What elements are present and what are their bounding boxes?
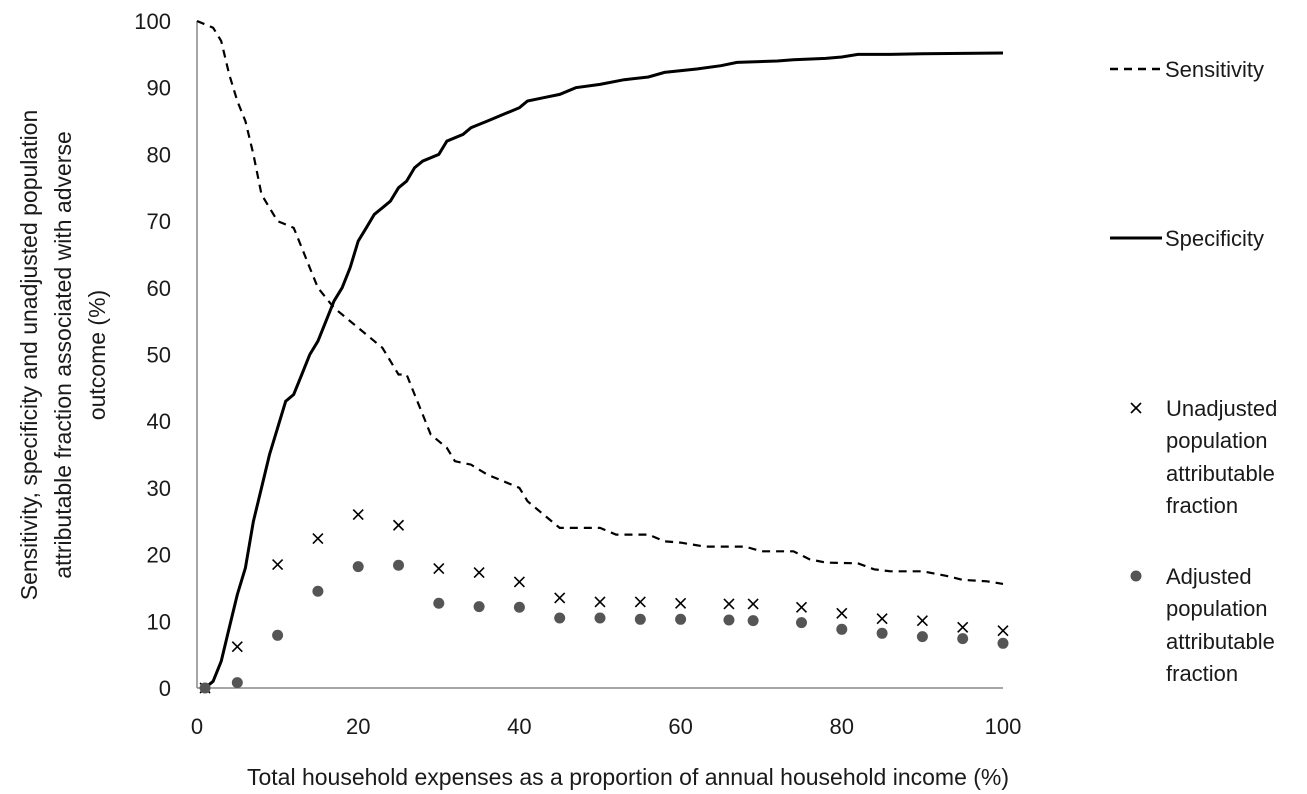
y-axis-title-line-2: attributable fraction associated with ad… bbox=[50, 131, 76, 578]
y-tick-label: 40 bbox=[147, 409, 171, 434]
unadjusted-paf-point bbox=[513, 576, 525, 588]
y-axis-title-line-3: outcome (%) bbox=[84, 290, 110, 420]
adjusted-paf-point bbox=[916, 631, 928, 643]
adjusted-paf-point bbox=[634, 613, 646, 625]
adjusted-paf-point bbox=[876, 627, 888, 639]
legend-item-specificity: Specificity bbox=[1110, 226, 1264, 251]
adjusted-paf-point bbox=[957, 633, 969, 645]
adjusted-paf-point bbox=[513, 601, 525, 613]
unadjusted-paf-point bbox=[392, 519, 405, 531]
adjusted-paf-point bbox=[997, 637, 1009, 649]
y-tick-label: 90 bbox=[147, 76, 171, 101]
x-tick-label: 60 bbox=[668, 714, 692, 739]
y-tick-label: 30 bbox=[147, 476, 171, 501]
legend-item-adjusted: Adjusted population attributable fractio… bbox=[1130, 564, 1275, 686]
x-tick-label: 100 bbox=[985, 714, 1022, 739]
adjusted-paf-point bbox=[393, 559, 404, 571]
adjusted-paf-point bbox=[433, 597, 445, 609]
unadjusted-paf-point bbox=[997, 625, 1009, 637]
legend-label-sensitivity: Sensitivity bbox=[1165, 57, 1264, 82]
legend-label-adjusted-line-2: population bbox=[1166, 596, 1268, 621]
legend-label-unadjusted-line-4: fraction bbox=[1166, 493, 1238, 518]
y-tick-label: 10 bbox=[147, 609, 171, 634]
adjusted-paf-point bbox=[199, 682, 211, 694]
x-axis-title: Total household expenses as a proportion… bbox=[247, 764, 1009, 790]
plot-area bbox=[196, 19, 1009, 694]
x-tick-label: 0 bbox=[191, 714, 203, 739]
adjusted-paf-point bbox=[747, 615, 759, 627]
adjusted-paf-point bbox=[352, 561, 364, 573]
unadjusted-paf-point bbox=[312, 533, 324, 545]
unadjusted-paf-point bbox=[554, 592, 566, 604]
legend-item-sensitivity: Sensitivity bbox=[1110, 57, 1264, 82]
unadjusted-paf-point bbox=[957, 621, 969, 633]
unadjusted-paf-point bbox=[675, 597, 687, 609]
legend-circle-marker bbox=[1130, 570, 1142, 582]
y-tick-label: 70 bbox=[147, 209, 171, 234]
adjusted-paf-point bbox=[723, 614, 735, 626]
legend-label-unadjusted-line-2: population bbox=[1166, 428, 1268, 453]
adjusted-paf-point bbox=[594, 612, 606, 624]
y-tick-label: 0 bbox=[159, 676, 171, 701]
y-tick-label: 80 bbox=[147, 142, 171, 167]
legend-x-marker bbox=[1130, 402, 1142, 414]
unadjusted-paf-point bbox=[634, 596, 646, 608]
y-tick-label: 50 bbox=[147, 343, 171, 368]
unadjusted-paf-point bbox=[231, 641, 243, 653]
y-axis-title-line-1: Sensitivity, specificity and unadjusted … bbox=[16, 110, 42, 601]
legend-label-adjusted-line-3: attributable bbox=[1166, 629, 1275, 654]
adjusted-paf-point bbox=[554, 612, 566, 624]
unadjusted-paf-point bbox=[876, 613, 888, 625]
adjusted-paf-point bbox=[796, 617, 807, 629]
x-tick-label: 20 bbox=[346, 714, 370, 739]
adjusted-paf-point bbox=[836, 623, 848, 635]
unadjusted-paf-point bbox=[916, 615, 928, 627]
specificity-series-line bbox=[204, 51, 1004, 690]
y-tick-label: 60 bbox=[147, 276, 171, 301]
x-tick-label: 80 bbox=[830, 714, 854, 739]
y-tick-label: 20 bbox=[147, 543, 171, 568]
y-tick-labels: 0 10 20 30 40 50 60 70 80 90 100 bbox=[134, 9, 171, 701]
unadjusted-paf-point bbox=[795, 601, 808, 613]
legend-label-unadjusted-line-1: Unadjusted bbox=[1166, 396, 1277, 421]
adjusted-paf-point bbox=[675, 613, 687, 625]
unadjusted-paf-point bbox=[352, 509, 364, 521]
y-tick-label: 100 bbox=[134, 9, 171, 34]
unadjusted-paf-point bbox=[272, 559, 284, 571]
sensitivity-series-line bbox=[196, 19, 1004, 585]
unadjusted-paf-point bbox=[433, 563, 445, 575]
adjusted-paf-point bbox=[312, 585, 324, 597]
legend-label-adjusted-line-4: fraction bbox=[1166, 661, 1238, 686]
unadjusted-paf-point bbox=[473, 567, 485, 579]
adjusted-paf-point bbox=[231, 677, 243, 689]
adjusted-paf-point bbox=[473, 601, 485, 613]
unadjusted-paf-point bbox=[594, 596, 606, 608]
unadjusted-paf-point bbox=[723, 598, 735, 610]
x-tick-label: 40 bbox=[507, 714, 531, 739]
legend-label-unadjusted-line-3: attributable bbox=[1166, 461, 1275, 486]
y-axis-title: Sensitivity, specificity and unadjusted … bbox=[16, 110, 110, 601]
x-tick-labels: 0 20 40 60 80 100 bbox=[191, 714, 1021, 739]
unadjusted-paf-point bbox=[836, 607, 848, 619]
legend: Sensitivity Specificity Unadjusted popul… bbox=[1110, 57, 1277, 686]
legend-label-adjusted-line-1: Adjusted bbox=[1166, 564, 1252, 589]
legend-label-specificity: Specificity bbox=[1165, 226, 1264, 251]
adjusted-paf-point bbox=[272, 629, 284, 641]
legend-item-unadjusted: Unadjusted population attributable fract… bbox=[1130, 396, 1277, 518]
unadjusted-paf-point bbox=[747, 598, 759, 610]
